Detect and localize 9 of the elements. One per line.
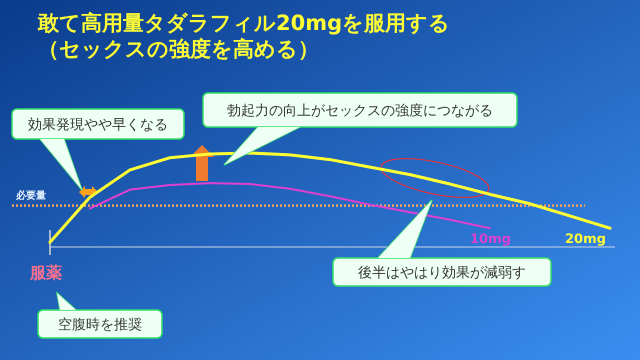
- series-label: 20mg: [565, 232, 606, 247]
- chart-title: 敢て高用量タダラフィル20mgを服用する（セックスの強度を高める）: [37, 11, 450, 61]
- text: 服薬: [29, 263, 62, 282]
- series-label: 10mg: [470, 232, 511, 247]
- text: 効果発現やや早くなる: [28, 117, 168, 133]
- ref-line-label: 必要量: [15, 190, 46, 202]
- text: 後半はやはり効果が減弱す: [358, 265, 526, 281]
- text: 空腹時を推奨: [58, 317, 142, 333]
- text: 勃起力の向上がセックスの強度につながる: [227, 103, 493, 119]
